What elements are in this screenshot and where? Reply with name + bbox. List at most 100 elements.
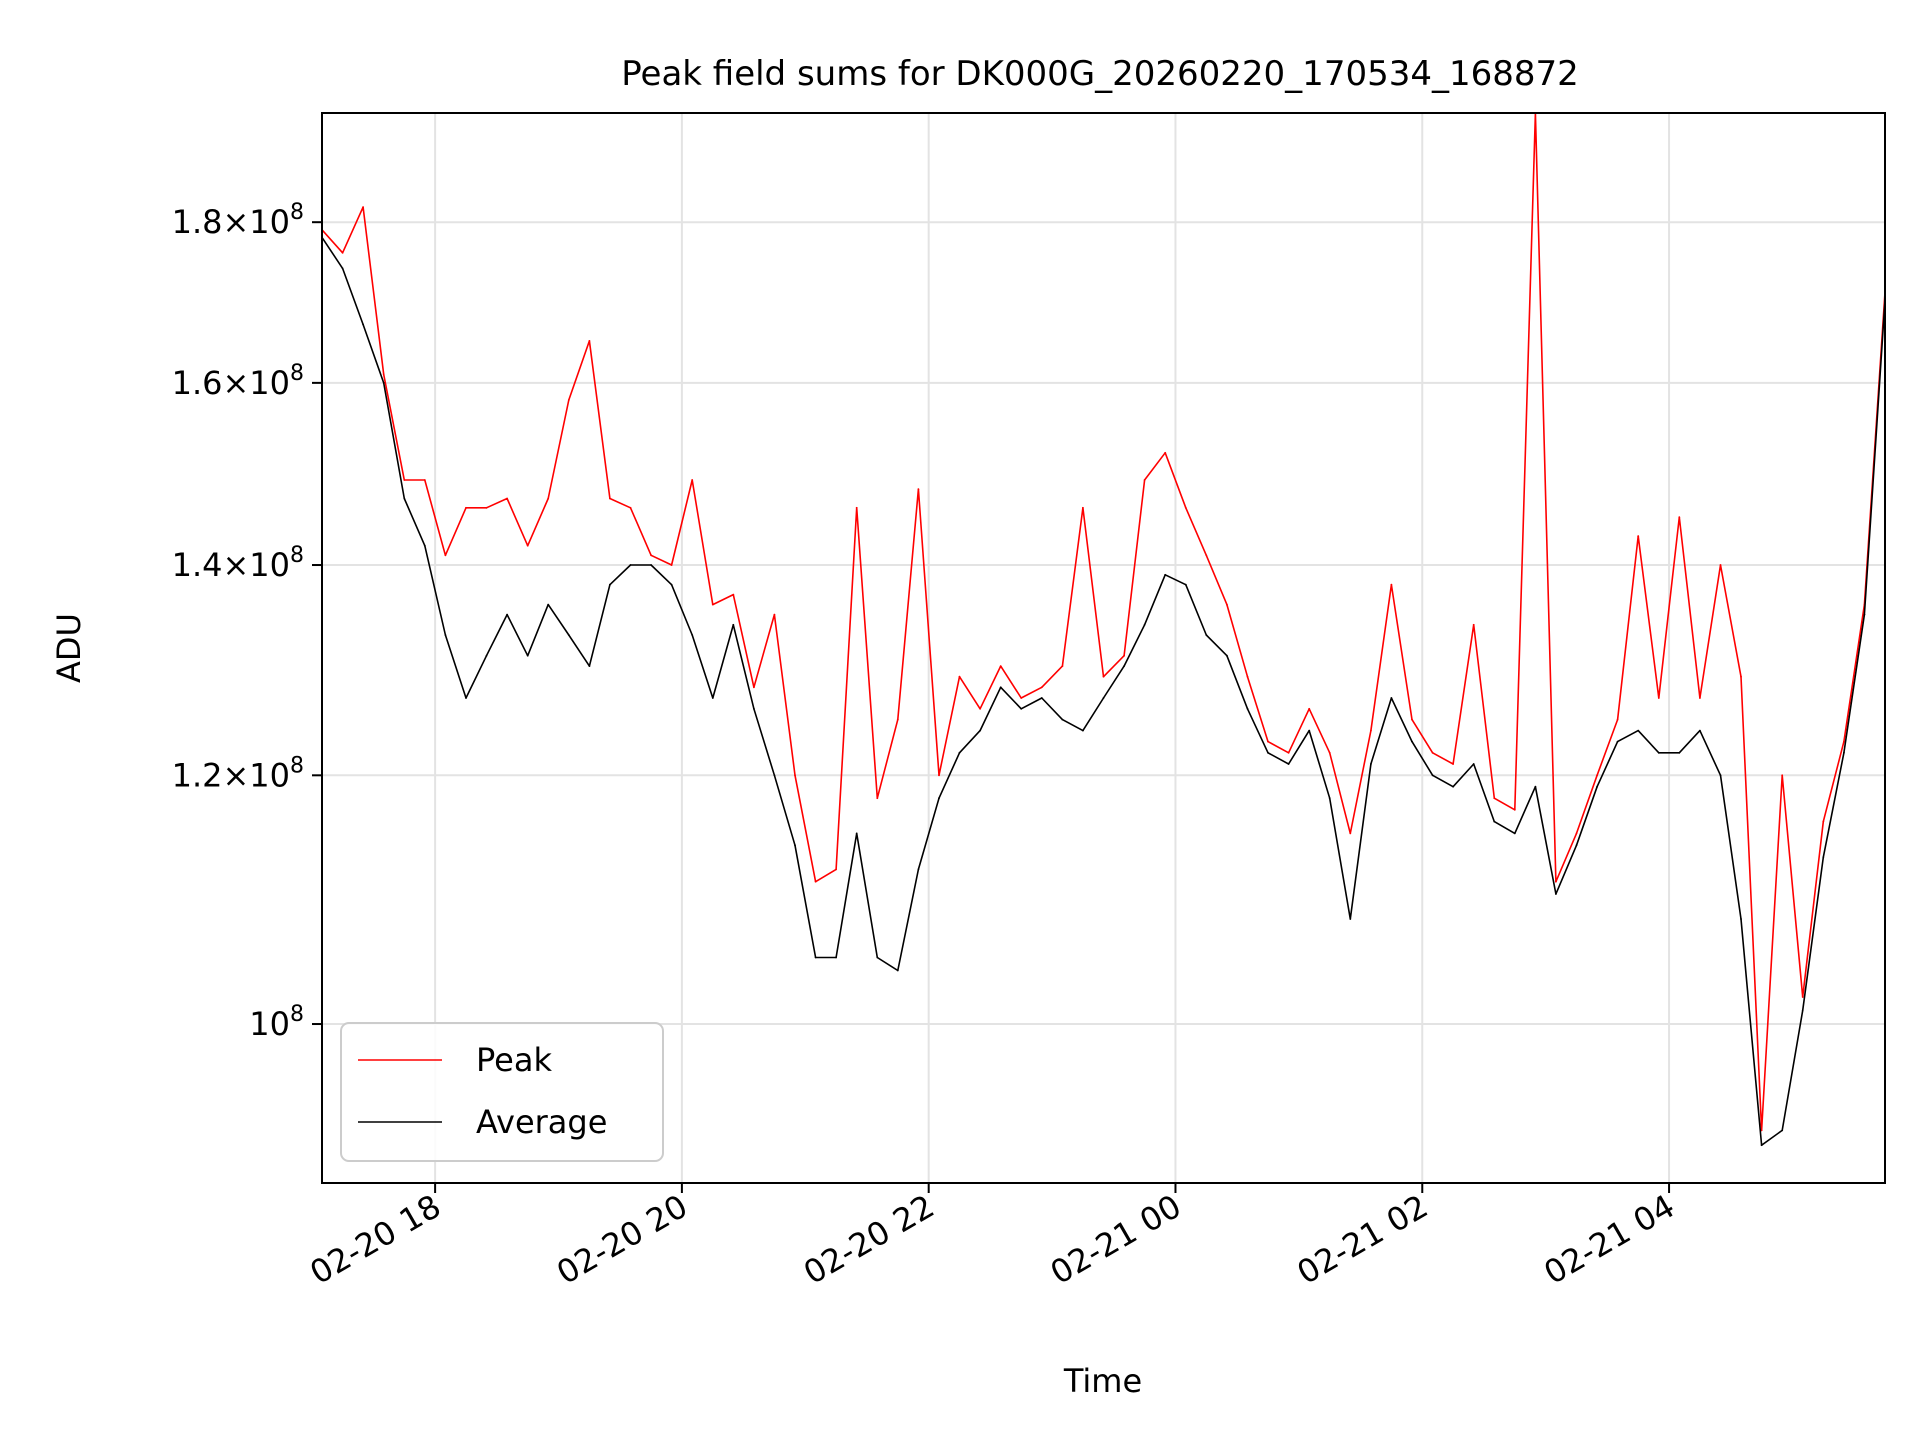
- data-point-average-39: [1123, 665, 1125, 667]
- data-point-average-66: [1678, 751, 1681, 754]
- data-point-peak-8: [485, 506, 488, 509]
- data-point-peak-20: [732, 593, 735, 596]
- data-point-peak-17: [670, 564, 673, 566]
- data-point-average-20: [732, 623, 735, 626]
- data-point-average-1: [341, 267, 344, 270]
- data-point-average-41: [1164, 573, 1167, 576]
- data-point-peak-36: [1061, 665, 1064, 667]
- data-point-average-63: [1616, 740, 1619, 743]
- data-point-peak-6: [444, 554, 447, 557]
- data-point-average-9: [506, 613, 508, 616]
- data-point-average-43: [1205, 634, 1208, 636]
- data-point-average-31: [958, 751, 961, 754]
- data-point-average-18: [691, 634, 694, 636]
- y-axis-label: ADU: [50, 613, 88, 683]
- data-point-peak-74: [1843, 740, 1845, 743]
- data-point-peak-42: [1184, 506, 1187, 509]
- data-point-peak-39: [1123, 654, 1125, 657]
- data-point-average-19: [711, 697, 714, 699]
- data-point-peak-9: [506, 497, 508, 500]
- data-point-average-61: [1575, 844, 1578, 847]
- data-point-peak-49: [1328, 751, 1331, 754]
- data-point-peak-38: [1102, 675, 1105, 678]
- data-point-average-23: [794, 844, 796, 847]
- data-point-average-50: [1349, 918, 1352, 920]
- data-point-peak-47: [1287, 751, 1290, 754]
- data-point-peak-61: [1575, 832, 1578, 835]
- data-point-peak-60: [1555, 880, 1557, 883]
- data-point-average-75: [1863, 613, 1866, 616]
- data-point-average-3: [382, 382, 385, 384]
- data-point-peak-19: [711, 603, 714, 606]
- data-point-peak-18: [691, 479, 694, 481]
- series-layer: [321, 112, 1886, 1147]
- data-point-peak-26: [855, 506, 858, 509]
- data-point-peak-40: [1143, 479, 1146, 481]
- data-point-peak-14: [609, 497, 611, 500]
- data-point-average-64: [1637, 729, 1640, 732]
- data-point-average-69: [1740, 918, 1742, 920]
- data-point-average-13: [588, 665, 591, 667]
- data-point-average-36: [1061, 718, 1064, 721]
- data-point-average-8: [485, 654, 488, 657]
- data-point-average-38: [1102, 697, 1105, 699]
- data-point-peak-5: [423, 479, 426, 481]
- data-point-peak-15: [629, 506, 632, 509]
- data-point-peak-45: [1246, 675, 1249, 678]
- data-point-peak-12: [567, 399, 570, 401]
- data-point-average-54: [1431, 774, 1434, 777]
- x-axis-label: Time: [1063, 1362, 1142, 1400]
- data-point-peak-52: [1390, 583, 1393, 586]
- data-point-average-47: [1287, 763, 1290, 765]
- data-point-average-26: [855, 832, 858, 835]
- data-point-average-42: [1184, 583, 1187, 586]
- data-point-peak-58: [1513, 808, 1516, 811]
- data-point-peak-70: [1760, 1129, 1763, 1132]
- data-point-peak-2: [362, 206, 364, 209]
- data-point-average-17: [670, 583, 673, 586]
- data-point-peak-55: [1452, 763, 1454, 765]
- data-point-average-5: [423, 544, 426, 547]
- data-point-peak-4: [403, 479, 406, 481]
- data-point-average-53: [1411, 740, 1413, 743]
- data-point-peak-41: [1164, 451, 1167, 454]
- data-point-peak-53: [1411, 718, 1413, 721]
- data-point-average-2: [362, 323, 364, 326]
- chart-title: Peak field sums for DK000G_20260220_1705…: [621, 54, 1579, 94]
- data-point-average-37: [1082, 729, 1084, 732]
- data-point-average-33: [999, 686, 1002, 689]
- data-point-peak-69: [1740, 675, 1742, 678]
- data-point-average-62: [1596, 785, 1598, 788]
- data-point-average-28: [896, 969, 899, 972]
- data-point-average-21: [753, 707, 755, 710]
- plot-area-frame: [321, 112, 1886, 1184]
- data-point-average-52: [1390, 697, 1393, 699]
- data-point-average-30: [938, 797, 940, 800]
- data-point-peak-72: [1801, 996, 1804, 998]
- data-point-peak-21: [753, 686, 755, 689]
- data-point-peak-33: [999, 665, 1002, 667]
- data-point-average-11: [547, 603, 550, 606]
- data-point-peak-34: [1020, 697, 1023, 699]
- data-point-average-49: [1328, 797, 1331, 800]
- data-point-average-56: [1472, 763, 1475, 765]
- data-point-average-25: [835, 956, 837, 959]
- data-point-average-68: [1719, 774, 1722, 777]
- data-point-peak-51: [1370, 729, 1372, 732]
- data-point-peak-3: [382, 373, 385, 376]
- data-point-peak-64: [1637, 535, 1640, 537]
- legend: Peak Average: [340, 1022, 664, 1162]
- data-point-peak-43: [1205, 554, 1208, 557]
- data-point-peak-28: [896, 718, 899, 721]
- data-point-peak-1: [341, 251, 344, 254]
- data-point-average-55: [1452, 785, 1454, 788]
- data-point-average-71: [1781, 1129, 1784, 1132]
- data-point-peak-29: [917, 488, 920, 491]
- data-point-peak-32: [979, 707, 981, 710]
- data-point-average-7: [465, 697, 467, 699]
- data-point-average-14: [609, 583, 611, 586]
- data-point-peak-30: [938, 774, 940, 777]
- data-point-average-29: [917, 868, 920, 871]
